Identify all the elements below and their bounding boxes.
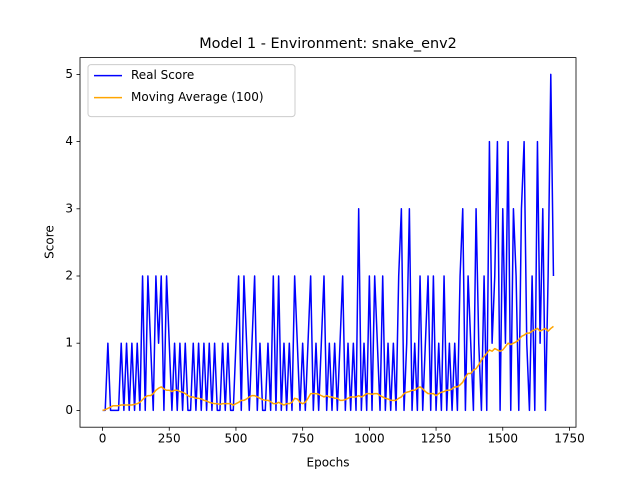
legend-box bbox=[87, 64, 296, 118]
data-line bbox=[102, 73, 555, 412]
legend-label: Real Score bbox=[131, 68, 194, 82]
chart-title: Model 1 - Environment: snake_env2 bbox=[199, 36, 457, 52]
y-tick-label: 1 bbox=[65, 336, 73, 350]
x-tick-label: 750 bbox=[291, 432, 314, 446]
y-tick-label: 2 bbox=[65, 269, 73, 283]
x-tick-label: 1500 bbox=[487, 432, 518, 446]
y-tick-label: 5 bbox=[65, 67, 73, 81]
x-tick-label: 1250 bbox=[421, 432, 452, 446]
x-tick-label: 500 bbox=[224, 432, 247, 446]
legend: Real Score Moving Average (100) bbox=[87, 64, 296, 118]
x-tick-label: 1000 bbox=[354, 432, 385, 446]
x-axis-label: Epochs bbox=[307, 456, 350, 470]
plot-frame bbox=[79, 57, 577, 428]
y-tick-label: 0 bbox=[65, 403, 73, 417]
y-axis-label: Score bbox=[43, 225, 57, 259]
legend-label: Moving Average (100) bbox=[131, 90, 264, 104]
y-tick-label: 4 bbox=[65, 134, 73, 148]
x-tick-label: 1750 bbox=[554, 432, 585, 446]
x-tick-label: 250 bbox=[158, 432, 181, 446]
data-line bbox=[102, 325, 554, 412]
y-tick-label: 3 bbox=[65, 201, 73, 215]
x-tick-label: 0 bbox=[99, 432, 107, 446]
